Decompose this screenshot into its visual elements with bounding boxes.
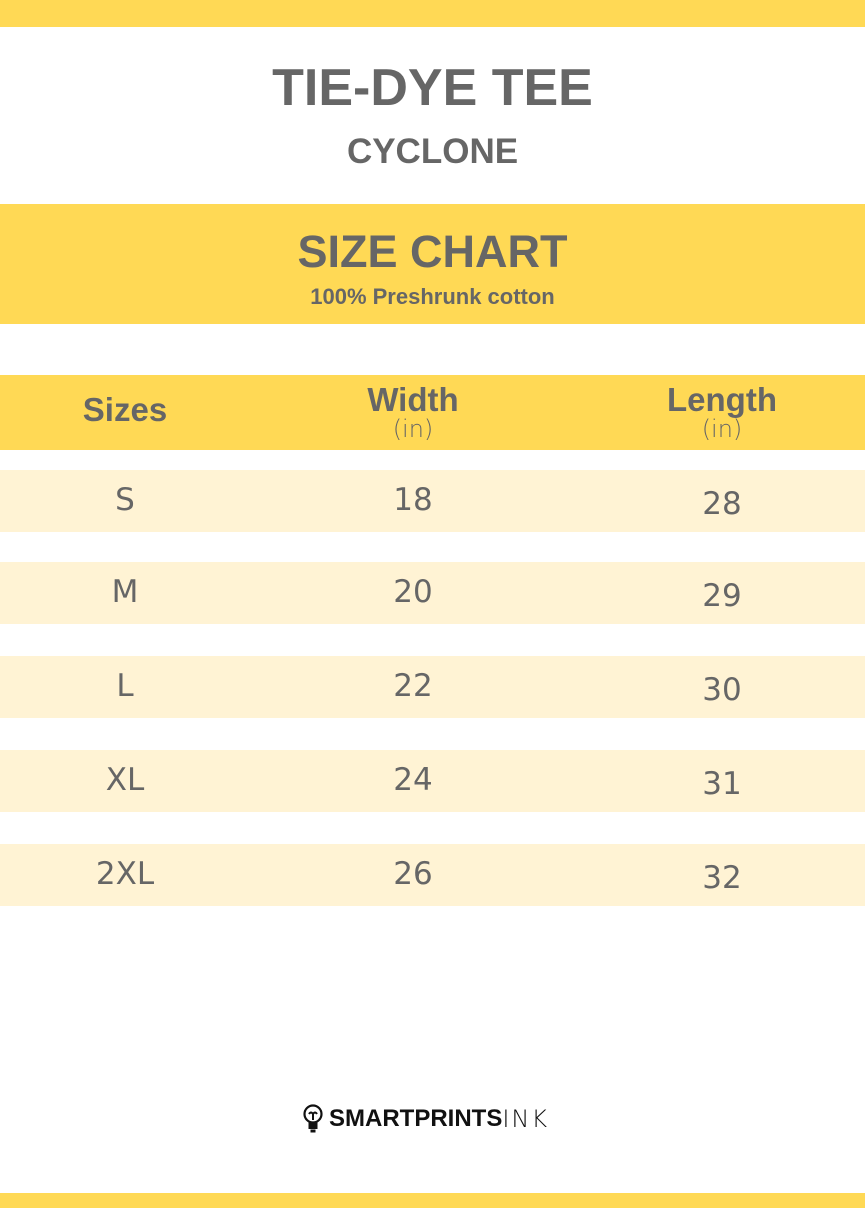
bottom-accent-bar [0,1193,865,1208]
table-row: XL 24 31 [0,750,865,812]
length-cell: 28 [702,486,742,522]
size-chart-banner: SIZE CHART 100% Preshrunk cotton [0,204,865,324]
header-sizes-label: Sizes [82,391,168,428]
table-row: L 22 30 [0,656,865,718]
header-length-label: Length [667,381,777,418]
header-length: Length (in) [622,381,822,443]
size-cell: M [111,574,139,610]
length-cell: 32 [702,860,742,896]
header-width-unit: (in) [392,415,434,443]
size-cell: XL [105,762,145,798]
length-cell: 30 [702,672,742,708]
brand-logo: SMARTPRINTS INK [302,1104,549,1134]
table-header: Sizes Width (in) Length (in) [0,375,865,450]
table-row: S 18 28 [0,470,865,532]
size-chart-heading: SIZE CHART [297,226,568,277]
top-accent-bar [0,0,865,27]
header-width-label: Width [367,381,459,418]
width-cell: 24 [393,762,433,798]
width-cell: 20 [393,574,433,610]
logo-text-light: INK [502,1105,550,1133]
product-title: TIE-DYE TEE [272,59,593,117]
header-sizes: Sizes [25,391,225,429]
width-cell: 26 [393,856,433,892]
width-cell: 22 [393,668,433,704]
table-row: M 20 29 [0,562,865,624]
size-cell: 2XL [95,856,155,892]
length-cell: 31 [702,766,742,802]
size-cell: L [116,668,134,704]
product-subtitle: CYCLONE [346,132,519,171]
header-width: Width (in) [313,381,513,443]
logo-text-bold: SMARTPRINTS [329,1105,503,1132]
lightbulb-icon [303,1104,323,1133]
size-cell: S [115,482,135,518]
material-note: 100% Preshrunk cotton [310,284,555,309]
table-row: 2XL 26 32 [0,844,865,906]
header-length-unit: (in) [701,415,743,443]
length-cell: 29 [702,578,742,614]
width-cell: 18 [393,482,433,518]
